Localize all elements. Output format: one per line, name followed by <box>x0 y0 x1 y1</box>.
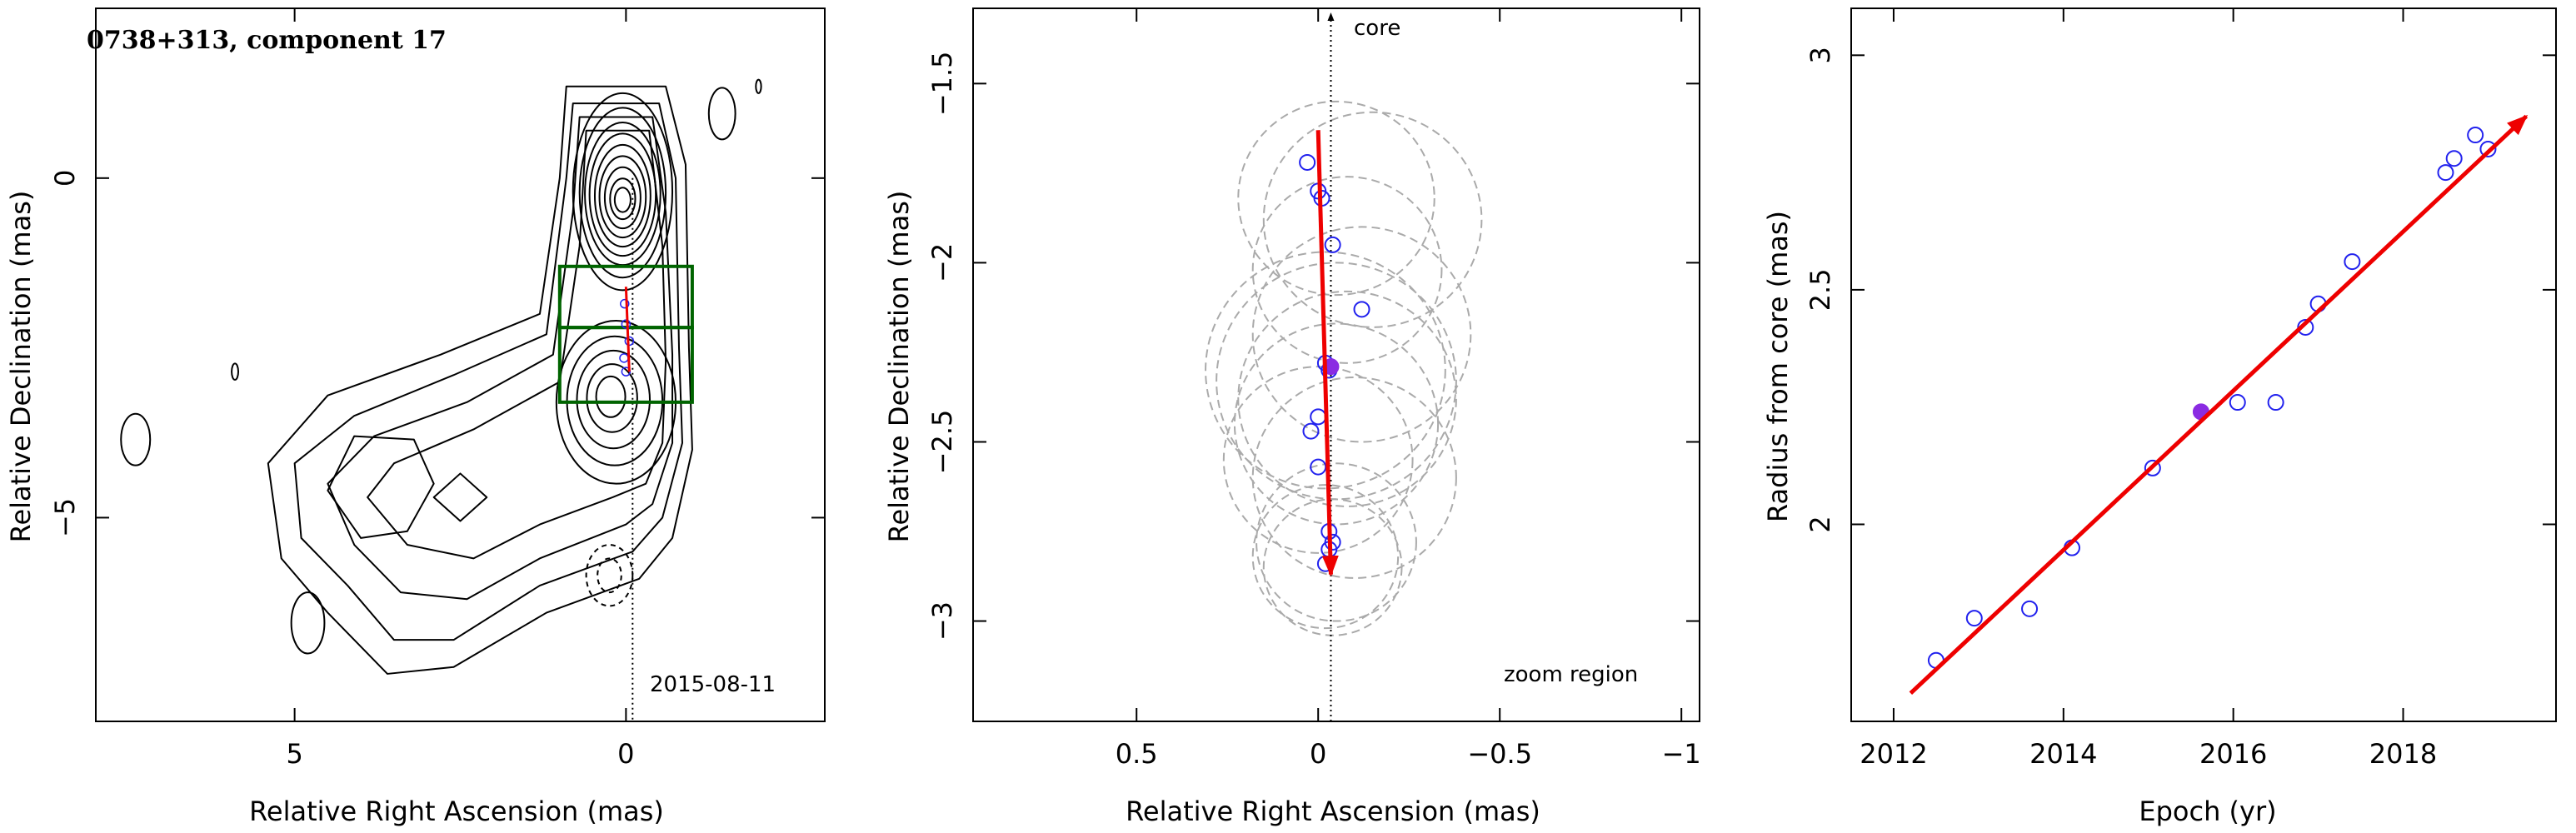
radius-epoch-panel: Epoch (yr) Radius from core (mas) 2012 20… <box>1762 7 2557 827</box>
panel3-x-tick-label: 2014 <box>2029 738 2097 770</box>
position-point <box>1302 422 1320 440</box>
feature-track-line <box>624 287 631 372</box>
island-contour <box>290 591 326 655</box>
core-contour <box>613 187 632 213</box>
panel1-title: 0738+313, component 17 <box>87 26 447 55</box>
panel3-x-tick-label: 2018 <box>2369 738 2437 770</box>
core-contour <box>603 166 642 230</box>
error-circle <box>1262 498 1403 636</box>
position-point <box>1353 301 1370 318</box>
negative-contour <box>597 557 622 594</box>
jet-contour <box>267 85 693 675</box>
core-contour <box>578 107 667 279</box>
error-circle <box>1251 484 1400 630</box>
island-contour <box>707 87 736 141</box>
jet-contour <box>327 116 674 601</box>
component-marker <box>621 319 632 329</box>
panel2-x-axis-label: Relative Right Ascension (mas) <box>1126 796 1540 827</box>
panel3-x-tick-label: 2012 <box>1860 738 1927 770</box>
core-contour <box>609 177 637 221</box>
panel2-y-tick-label: −2.5 <box>926 410 958 475</box>
panel3-y-tick-label: 3 <box>1805 47 1836 63</box>
knot-contour <box>595 375 627 418</box>
radius-point <box>2144 459 2161 476</box>
panel2-x-tick-label: 0.5 <box>1116 738 1158 770</box>
contour-map-panel: 0738+313, component 17 2015-08-11 Relati… <box>5 7 826 827</box>
panel2-plot-frame <box>972 7 1700 722</box>
core-contour <box>593 143 651 248</box>
error-circle <box>1251 176 1443 364</box>
panel1-y-axis-label: Relative Declination (mas) <box>5 191 37 543</box>
radius-point <box>2021 600 2039 617</box>
zoom-box <box>557 326 694 404</box>
motion-vector-arrow <box>1315 130 1339 577</box>
position-point <box>1324 236 1341 253</box>
zoom-region-label: zoom region <box>1504 662 1638 687</box>
island-contour <box>120 412 152 466</box>
contour-group <box>120 78 762 675</box>
panel1-y-tick-label: −5 <box>49 498 81 537</box>
panel1-x-tick-label: 0 <box>617 738 634 770</box>
jet-contour <box>293 102 683 641</box>
error-circle <box>1251 226 1472 443</box>
linear-fit-arrow <box>1909 114 2529 696</box>
epoch-date-label: 2015-08-11 <box>650 672 776 697</box>
knot-contour <box>586 363 638 433</box>
error-circle <box>1205 251 1446 490</box>
island-contour <box>231 362 240 381</box>
panel2-y-tick-label: −2 <box>926 243 958 282</box>
island-contour <box>755 78 762 94</box>
core-contour <box>598 155 647 239</box>
radius-point <box>2344 253 2361 271</box>
knot-contour <box>576 349 651 450</box>
panel3-y-tick-label: 2.5 <box>1805 268 1836 311</box>
radius-point <box>2229 394 2246 412</box>
panel2-x-tick-label: −0.5 <box>1467 738 1532 770</box>
jet-contour <box>327 435 435 539</box>
error-circle <box>1237 290 1457 507</box>
panel2-y-tick-label: −3 <box>926 601 958 641</box>
component-marker <box>620 298 630 309</box>
panel3-y-axis-label: Radius from core (mas) <box>1762 211 1794 522</box>
radius-point <box>2267 394 2284 412</box>
zoom-region-panel: core zoom region Relative Right Ascensio… <box>883 7 1701 827</box>
component-marker <box>621 367 632 377</box>
core-contour <box>584 121 661 267</box>
error-circle <box>1256 462 1417 622</box>
panel2-y-axis-label: Relative Declination (mas) <box>883 191 915 543</box>
component-marker <box>619 353 629 363</box>
panel3-plot-frame <box>1850 7 2557 722</box>
panel2-x-tick-label: 0 <box>1310 738 1326 770</box>
error-circle <box>1262 111 1483 328</box>
radius-point <box>2467 127 2484 144</box>
panel2-x-tick-label: −1 <box>1662 738 1701 770</box>
panel1-x-axis-label: Relative Right Ascension (mas) <box>249 796 664 827</box>
radius-point <box>1965 610 1983 627</box>
panel3-y-tick-label: 2 <box>1805 516 1836 532</box>
core-contour <box>572 92 674 292</box>
error-circle <box>1251 377 1457 579</box>
panel1-x-tick-label: 5 <box>286 738 302 770</box>
jet-contour <box>367 129 667 560</box>
error-circle <box>1237 100 1435 297</box>
core-label: core <box>1354 16 1400 41</box>
position-point <box>1310 408 1327 426</box>
jet-contour <box>432 472 488 522</box>
panel1-plot-frame <box>95 7 826 722</box>
panel2-y-tick-label: −1.5 <box>926 51 958 116</box>
radius-point <box>2479 140 2497 157</box>
position-point <box>1310 458 1327 476</box>
panel3-x-axis-label: Epoch (yr) <box>2139 796 2276 827</box>
error-circle <box>1233 322 1440 526</box>
position-point <box>1299 153 1316 171</box>
panel3-x-tick-label: 2016 <box>2199 738 2267 770</box>
radius-point <box>2445 150 2463 167</box>
radius-point <box>2437 164 2454 182</box>
negative-contour <box>585 544 634 607</box>
panel1-y-tick-label: 0 <box>49 170 81 187</box>
